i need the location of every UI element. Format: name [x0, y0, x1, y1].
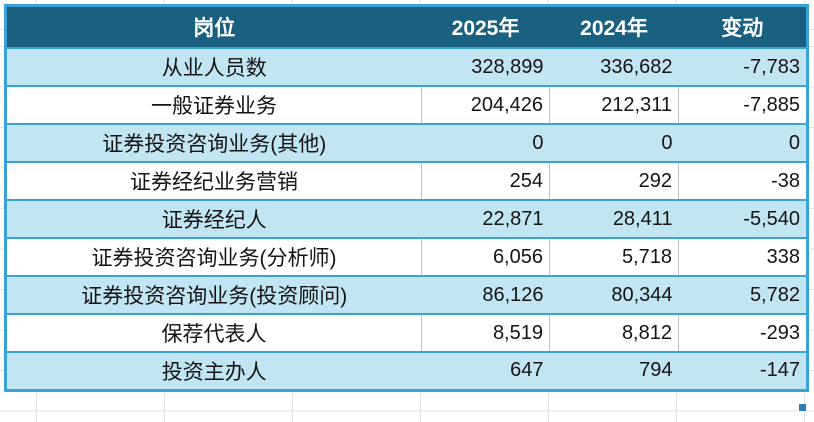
positions-data-table: 岗位 2025年 2024年 变动 从业人员数 328,899 336,682 … [4, 4, 809, 392]
cell-label[interactable]: 从业人员数 [161, 57, 267, 80]
cell-label[interactable]: 证券投资咨询业务(分析师) [91, 247, 337, 270]
cell-2025[interactable]: 254 [421, 162, 550, 200]
cell-label[interactable]: 证券经纪人 [161, 209, 267, 232]
cell-2024[interactable]: 794 [639, 359, 673, 382]
cell-2025[interactable]: 6,056 [421, 238, 550, 276]
cell-label[interactable]: 证券投资咨询业务(投资顾问) [81, 285, 348, 308]
cell-2024[interactable]: 212,311 [549, 86, 679, 124]
cell-change[interactable]: -38 [678, 162, 808, 200]
cell-label[interactable]: 保荐代表人 [161, 323, 267, 346]
cell-change[interactable]: 338 [678, 238, 808, 276]
table-row: 保荐代表人 8,519 8,812 -293 [5, 314, 808, 352]
fill-handle[interactable] [798, 403, 807, 412]
cell-label[interactable]: 一般证券业务 [151, 95, 277, 118]
table-row: 证券投资咨询业务(投资顾问) 86,126 80,344 5,782 [5, 276, 808, 314]
cell-2024[interactable]: 8,812 [549, 314, 679, 352]
cell-2025[interactable]: 204,426 [421, 86, 550, 124]
cell-label[interactable]: 证券投资咨询业务(其他) [102, 133, 327, 156]
cell-change[interactable]: 0 [788, 131, 800, 154]
table-row: 投资主办人 647 794 -147 [5, 352, 808, 390]
header-cell-change[interactable]: 变动 [678, 5, 808, 49]
cell-2024[interactable]: 0 [661, 131, 673, 154]
cell-2024[interactable]: 336,682 [600, 55, 673, 78]
table-row: 证券经纪业务营销 254 292 -38 [5, 162, 808, 200]
cell-2025[interactable]: 328,899 [471, 55, 544, 78]
cell-2025[interactable]: 8,519 [421, 314, 550, 352]
cell-2024[interactable]: 80,344 [611, 283, 673, 306]
cell-2024[interactable]: 292 [549, 162, 679, 200]
cell-change[interactable]: -5,540 [743, 207, 800, 230]
cell-2025[interactable]: 0 [532, 131, 544, 154]
cell-2025[interactable]: 86,126 [482, 283, 544, 306]
table-row: 证券投资咨询业务(其他) 0 0 0 [5, 124, 808, 162]
cell-2025[interactable]: 22,871 [482, 207, 544, 230]
cell-change[interactable]: -293 [678, 314, 808, 352]
cell-change[interactable]: 5,782 [749, 283, 800, 306]
cell-change[interactable]: -7,885 [678, 86, 808, 124]
cell-label[interactable]: 证券经纪业务营销 [130, 171, 298, 194]
header-cell-2024[interactable]: 2024年 [549, 5, 679, 49]
table-row: 证券经纪人 22,871 28,411 -5,540 [5, 200, 808, 238]
cell-2024[interactable]: 5,718 [549, 238, 679, 276]
cell-change[interactable]: -147 [759, 359, 800, 382]
header-cell-position[interactable]: 岗位 [5, 5, 422, 49]
cell-2024[interactable]: 28,411 [612, 207, 673, 230]
table-row: 从业人员数 328,899 336,682 -7,783 [5, 48, 808, 86]
cell-2025[interactable]: 647 [510, 359, 544, 382]
table-row: 证券投资咨询业务(分析师) 6,056 5,718 338 [5, 238, 808, 276]
header-row: 岗位 2025年 2024年 变动 [5, 5, 808, 49]
header-cell-2025[interactable]: 2025年 [421, 5, 550, 49]
cell-label[interactable]: 投资主办人 [161, 360, 267, 384]
table-row: 一般证券业务 204,426 212,311 -7,885 [5, 86, 808, 124]
cell-change[interactable]: -7,783 [743, 55, 800, 78]
